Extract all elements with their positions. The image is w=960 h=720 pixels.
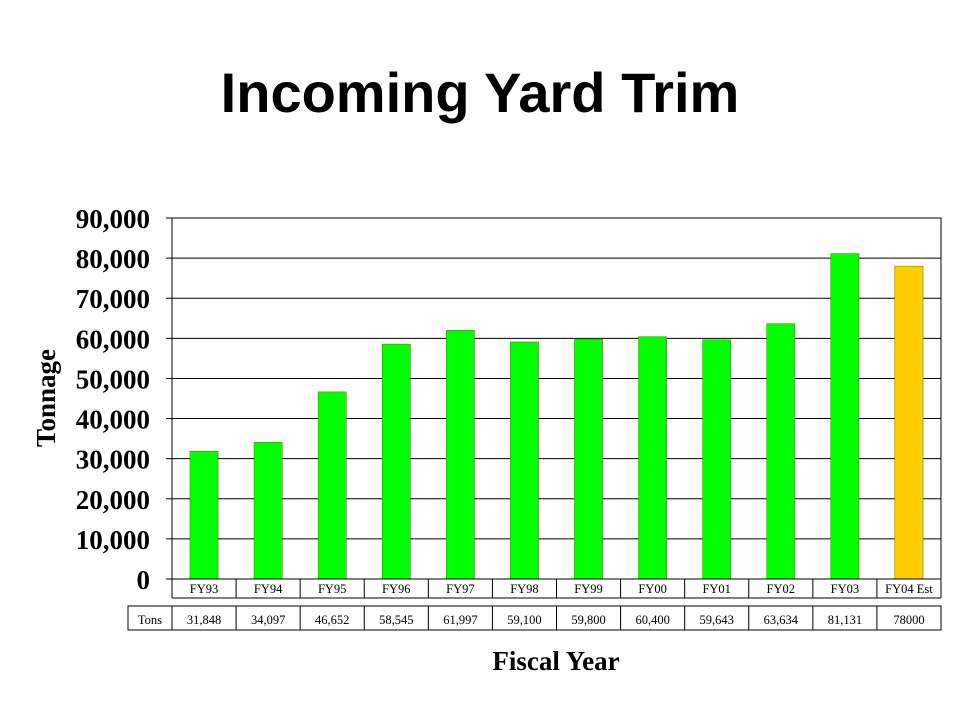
data-label: 59,800 (571, 613, 605, 627)
x-tick-label: FY94 (254, 582, 283, 596)
y-tick-label: 20,000 (76, 485, 150, 515)
data-label: 60,400 (635, 613, 669, 627)
x-tick-label: FY01 (702, 582, 730, 596)
y-tick-label: 60,000 (76, 324, 150, 354)
bar-fy99 (574, 338, 603, 580)
x-tick-label: FY97 (446, 582, 474, 596)
y-tick-label: 70,000 (76, 284, 150, 314)
y-tick-label: 30,000 (76, 445, 150, 475)
data-label: 78000 (893, 613, 924, 627)
x-tick-label: FY03 (831, 582, 859, 596)
bar-fy93 (189, 451, 219, 580)
data-label: 46,652 (315, 613, 349, 627)
plot-frame (171, 217, 942, 580)
bar-fy04-est (894, 265, 924, 580)
data-label: 81,131 (828, 613, 862, 627)
bar-fy01 (702, 339, 732, 580)
y-tick-label: 10,000 (76, 525, 150, 555)
table-row-label: Tons (138, 613, 162, 627)
bars (189, 253, 924, 580)
x-tick-label: FY02 (767, 582, 795, 596)
data-table: FY93 FY94 FY95 FY96 FY97 FY98 FY99 FY00 FY01 FY02… (127, 579, 942, 631)
bar-fy95 (317, 391, 347, 580)
bar-fy02 (766, 323, 796, 580)
y-tick-label: 50,000 (76, 364, 150, 394)
bar-fy00 (638, 336, 667, 580)
chart-title: Incoming Yard Trim (221, 61, 740, 124)
y-tick-label: 90,000 (76, 204, 150, 234)
data-label: 59,643 (700, 613, 734, 627)
data-label: 58,545 (379, 613, 413, 627)
y-tick-label: 80,000 (76, 244, 150, 274)
data-label: 59,100 (507, 613, 541, 627)
bar-fy03 (830, 253, 860, 580)
data-label: 31,848 (187, 613, 221, 627)
x-tick-label: FY93 (190, 582, 218, 596)
data-label: 63,634 (764, 613, 799, 627)
data-label: 61,997 (443, 613, 477, 627)
x-tick-label: FY04 Est (885, 582, 933, 596)
x-tick-label: FY99 (574, 582, 602, 596)
x-tick-label: FY00 (638, 582, 666, 596)
y-tick-labels: 0 10,000 20,000 30,000 40,000 50,000 60,000 70,… (76, 204, 150, 595)
bar-fy94 (253, 441, 283, 580)
bar-fy97 (446, 330, 475, 580)
x-axis-label: Fiscal Year (492, 646, 619, 676)
y-tick-label: 0 (137, 565, 151, 595)
bar-fy96 (381, 343, 411, 580)
bar-fy98 (510, 341, 539, 580)
y-axis-label: Tonnage (31, 349, 61, 447)
x-tick-label: FY98 (510, 582, 538, 596)
data-label: 34,097 (251, 613, 285, 627)
x-tick-label: FY95 (318, 582, 346, 596)
x-tick-label: FY96 (382, 582, 410, 596)
y-tick-label: 40,000 (76, 405, 150, 435)
